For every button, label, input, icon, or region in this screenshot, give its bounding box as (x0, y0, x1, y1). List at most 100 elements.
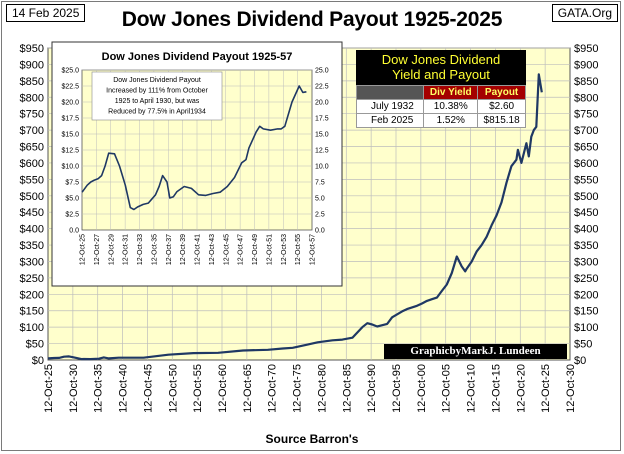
main-y-tick-label-left: $850 (20, 76, 44, 88)
main-x-tick-label: 12-Oct-75 (292, 364, 304, 413)
main-y-tick-label-left: $100 (20, 322, 44, 334)
inset-x-tick-label: 12-Oct-27 (94, 234, 101, 265)
inset-y-tick-label-right: 20.0 (315, 100, 329, 107)
inset-x-tick-label: 12-Oct-37 (166, 234, 173, 265)
main-x-tick-label: 12-Oct-40 (118, 364, 130, 413)
inset-y-tick-label-right: 7.5 (315, 180, 325, 187)
inset-y-tick-label-right: 5.0 (315, 196, 325, 203)
inset-y-tick-label-right: 22.5 (315, 84, 329, 91)
main-y-tick-label-left: $600 (20, 158, 44, 170)
inset-x-tick-label: 12-Oct-39 (180, 234, 187, 265)
main-y-tick-label-right: $800 (574, 92, 598, 104)
main-y-tick-label-left: $150 (20, 306, 44, 318)
table-col-header-payout: Payout (477, 85, 526, 100)
main-x-tick-label: 12-Oct-95 (391, 364, 403, 413)
table-row-label: Feb 2025 (355, 113, 425, 128)
inset-y-tick-label-left: $22.5 (61, 84, 79, 91)
inset-y-tick-label-left: $7.5 (65, 180, 79, 187)
main-y-tick-label-left: $0 (32, 355, 44, 367)
main-y-tick-label-right: $350 (574, 240, 598, 252)
table-grid: Div Yield Payout July 1932 10.38% $2.60 … (355, 85, 526, 128)
inset-note-line: 1925 to April 1930, but was (115, 98, 200, 105)
inset-x-tick-label: 12-Oct-43 (209, 234, 216, 265)
main-x-tick-label: 12-Oct-30 (68, 364, 80, 413)
inset-y-tick-label-left: 0.0 (69, 228, 79, 235)
main-x-tick-label: 12-Oct-65 (242, 364, 254, 413)
inset-y-tick-label-left: $25.0 (61, 68, 79, 75)
main-y-tick-label-right: $450 (574, 207, 598, 219)
main-y-tick-label-left: $250 (20, 273, 44, 285)
table-row-label: July 1932 (355, 99, 425, 114)
inset-x-tick-label: 12-Oct-25 (80, 234, 87, 265)
table-cell-yield: 10.38% (423, 99, 479, 114)
date-label: 14 Feb 2025 (6, 4, 86, 22)
main-y-tick-label-left: $700 (20, 125, 44, 137)
main-y-tick-label-left: $900 (20, 59, 44, 71)
main-y-tick-label-right: $400 (574, 224, 598, 236)
main-y-tick-label-right: $100 (574, 322, 598, 334)
main-x-tick-label: 12-Oct-00 (416, 364, 428, 413)
inset-series-line (81, 85, 307, 211)
inset-x-tick-label: 12-Oct-33 (137, 234, 144, 265)
main-x-tick-label: 12-Oct-25 (43, 364, 55, 413)
main-x-tick-label: 12-Oct-35 (93, 364, 105, 413)
inset-y-tick-label-left: $17.5 (61, 116, 79, 123)
inset-x-tick-label: 12-Oct-29 (108, 234, 115, 265)
main-y-tick-label-left: $50 (26, 339, 44, 351)
main-y-tick-label-right: $600 (574, 158, 598, 170)
inset-x-tick-label: 12-Oct-53 (281, 234, 288, 265)
main-y-tick-label-right: $150 (574, 306, 598, 318)
main-y-tick-label-right: $650 (574, 142, 598, 154)
table-row: Feb 2025 1.52% $815.18 (355, 113, 526, 128)
inset-note-box (91, 71, 223, 121)
main-y-tick-label-right: $50 (574, 339, 592, 351)
inset-y-tick-label-right: 10.0 (315, 164, 329, 171)
main-y-tick-label-right: $200 (574, 289, 598, 301)
inset-x-tick-label: 12-Oct-31 (123, 234, 130, 265)
inset-x-tick-label: 12-Oct-51 (266, 234, 273, 265)
main-y-tick-label-left: $950 (20, 43, 44, 55)
table-title: Dow Jones Dividend Yield and Payout (356, 50, 526, 85)
inset-y-tick-label-left: $5.0 (65, 196, 79, 203)
chart-title: Dow Jones Dividend Payout 1925-2025 (121, 8, 503, 31)
table-row: July 1932 10.38% $2.60 (355, 99, 526, 114)
inset-y-tick-label-left: $20.0 (61, 100, 79, 107)
main-series-line (48, 73, 543, 361)
main-x-tick-label: 12-Oct-60 (217, 364, 229, 413)
inset-x-tick-label: 12-Oct-35 (151, 234, 158, 265)
table-cell-yield: 1.52% (423, 113, 479, 128)
main-y-tick-label-right: $850 (574, 76, 598, 88)
main-y-tick-label-right: $0 (574, 355, 586, 367)
inset-y-tick-label-right: 2.5 (315, 212, 325, 219)
main-y-tick-label-left: $550 (20, 174, 44, 186)
main-y-tick-label-left: $450 (20, 207, 44, 219)
inset-x-tick-label: 12-Oct-47 (238, 234, 245, 265)
main-y-tick-label-left: $800 (20, 92, 44, 104)
main-y-tick-label-left: $400 (20, 224, 44, 236)
main-x-tick-label: 12-Oct-45 (142, 364, 154, 413)
main-x-tick-label: 12-Oct-55 (192, 364, 204, 413)
table-title-line1: Dow Jones Dividend (381, 52, 501, 67)
table-header-row: Div Yield Payout (355, 85, 526, 100)
main-x-tick-label: 12-Oct-50 (167, 364, 179, 413)
main-y-tick-label-right: $750 (574, 109, 598, 121)
main-x-tick-label: 12-Oct-80 (316, 364, 328, 413)
inset-y-tick-label-left: $10.0 (61, 164, 79, 171)
main-x-tick-label: 12-Oct-70 (267, 364, 279, 413)
main-y-tick-label-right: $700 (574, 125, 598, 137)
main-x-tick-label: 12-Oct-05 (441, 364, 453, 413)
inset-x-tick-label: 12-Oct-57 (310, 234, 317, 265)
main-y-tick-label-left: $200 (20, 289, 44, 301)
main-y-tick-label-left: $350 (20, 240, 44, 252)
inset-x-tick-label: 12-Oct-41 (195, 234, 202, 265)
source-caption: Source Barron's (265, 432, 359, 446)
inset-y-tick-label-right: 17.5 (315, 116, 329, 123)
inset-title: Dow Jones Dividend Payout 1925-57 (102, 51, 293, 63)
main-x-tick-label: 12-Oct-90 (366, 364, 378, 413)
yield-payout-table: Dow Jones Dividend Yield and Payout Div … (355, 50, 526, 128)
inset-y-tick-label-left: $15.0 (61, 132, 79, 139)
main-x-tick-label: 12-Oct-15 (490, 364, 502, 413)
main-x-tick-label: 12-Oct-10 (466, 364, 478, 413)
